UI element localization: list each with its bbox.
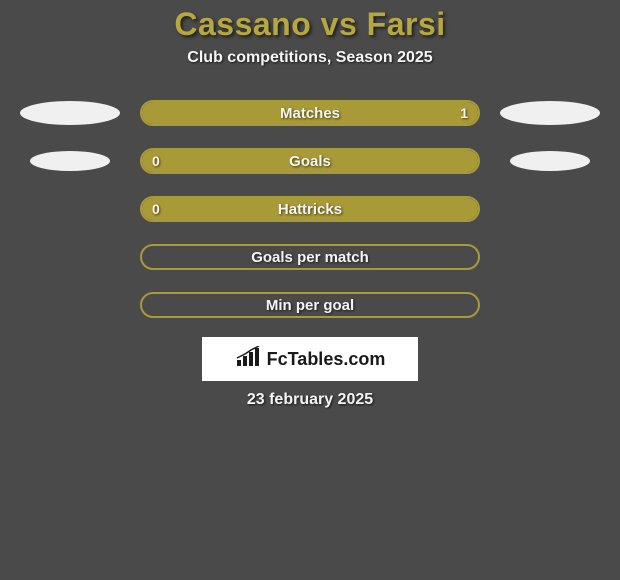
ellipse-slot-left [20,195,120,223]
ellipse-slot-right [500,195,600,223]
page-title: Cassano vs Farsi [0,6,620,43]
stat-bar: Matches1 [140,100,480,126]
page-subtitle: Club competitions, Season 2025 [0,49,620,67]
stat-bar: Goals per match [140,244,480,270]
footer-date: 23 february 2025 [0,391,620,409]
ellipse-slot-right [500,291,600,319]
stat-row: Goals per match [0,243,620,271]
stat-bar-label: Goals per match [142,249,478,266]
player-ellipse-right [500,101,600,125]
stat-bar-fill [142,198,478,220]
player-ellipse-left [20,101,120,125]
stat-bar-fill [142,150,478,172]
brand-chart-icon [235,346,261,373]
ellipse-slot-left [20,243,120,271]
stat-bar: Min per goal [140,292,480,318]
brand-text: FcTables.com [267,349,386,370]
player-ellipse-right [510,151,590,171]
stat-bar-value-left: 0 [152,153,160,169]
stat-bar-fill [142,102,478,124]
stat-bar-value-right: 1 [460,105,468,121]
ellipse-slot-left [20,147,120,175]
stat-row: Goals0 [0,147,620,175]
player-ellipse-left [30,151,110,171]
content-container: Cassano vs Farsi Club competitions, Seas… [0,0,620,409]
comparison-rows: Matches1 Goals0 Hattricks0 Goals per match M… [0,99,620,319]
ellipse-slot-left [20,99,120,127]
ellipse-slot-right [500,243,600,271]
stat-bar-label: Min per goal [142,297,478,314]
ellipse-slot-left [20,291,120,319]
stat-bar-value-left: 0 [152,201,160,217]
stat-row: Hattricks0 [0,195,620,223]
stat-bar: Hattricks0 [140,196,480,222]
ellipse-slot-right [500,147,600,175]
brand-box: FcTables.com [202,337,418,381]
stat-row: Matches1 [0,99,620,127]
ellipse-slot-right [500,99,600,127]
stat-bar: Goals0 [140,148,480,174]
stat-row: Min per goal [0,291,620,319]
